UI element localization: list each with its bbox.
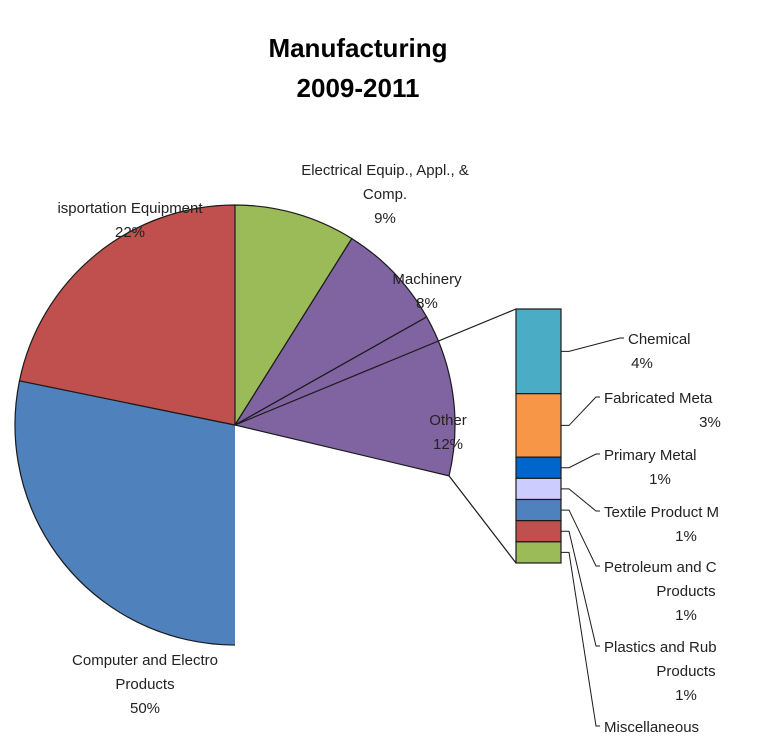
pie-label-computer-and-electro-products-line: 50% (130, 700, 160, 717)
bar-label-petroleum-and-c-products-leader (561, 509, 600, 567)
bar-label-petroleum-and-c-products-line: Products (656, 583, 715, 600)
bar-segment-plastics-and-rub-products (515, 520, 562, 543)
labels: Computer and Electro Products 50% isportati… (57, 162, 720, 736)
bar-segment-textile-product-m (515, 477, 562, 501)
pie-slice-electrical-equip-appl-comp (234, 204, 353, 428)
bar-label-textile-product-m: Textile Product M 1% (604, 504, 719, 545)
pie-label-computer-and-electro-products: Computer and Electro Products 50% (72, 652, 218, 717)
pie-label-electrical-equip-appl-comp: Electrical Equip., Appl., & Comp. 9% (301, 162, 469, 227)
pie-label-computer-and-electro-products-line: Products (115, 676, 174, 693)
bar-label-primary-metal: Primary Metal 1% (604, 447, 697, 488)
other-breakdown-bar (234, 308, 562, 564)
bar-label-primary-metal-leader (561, 453, 600, 469)
bar-label-petroleum-and-c-products: Petroleum and C Products 1% (604, 559, 717, 624)
bar-label-textile-product-m-percent: 1% (675, 528, 697, 545)
bar-label-fabricated-meta: Fabricated Meta 3% (604, 390, 721, 431)
bar-segment-primary-metal (515, 456, 562, 479)
bar-label-plastics-and-rub-products-leader (561, 530, 600, 647)
pie-slice-machinery (234, 237, 428, 426)
bar-label-chemical-line: Chemical (628, 331, 691, 348)
bar-label-plastics-and-rub-products-line: Products (656, 663, 715, 680)
bar-label-primary-metal-line: Primary Metal (604, 447, 697, 464)
pie (14, 204, 456, 646)
bar-label-chemical-leader (561, 337, 624, 352)
pie-label-other: Other 12% (429, 412, 467, 453)
connector-line-top (234, 308, 517, 426)
pie-label-machinery: Machinery 8% (392, 271, 462, 312)
pie-label-electrical-equip-appl-comp-line: Comp. (363, 186, 407, 203)
pie-label-electrical-equip-appl-comp-line: Electrical Equip., Appl., & (301, 162, 469, 179)
chart-title-line-2: 2009-2011 (297, 73, 420, 103)
bar-label-textile-product-m-leader (561, 488, 600, 512)
bar-label-miscellaneous-leader (561, 551, 600, 727)
pie-label-transportation-equipment-line: 22% (115, 224, 145, 241)
chart-title-line-1: Manufacturing (268, 33, 447, 63)
bar-label-miscellaneous: Miscellaneous (604, 719, 699, 736)
bar-segment-miscellaneous (515, 541, 562, 564)
bar-label-fabricated-meta-percent: 3% (699, 414, 721, 431)
pie-label-machinery-line: Machinery (392, 271, 462, 288)
pie-label-transportation-equipment-line: isportation Equipment (57, 200, 203, 217)
pie-label-electrical-equip-appl-comp-line: 9% (374, 210, 396, 227)
bar-label-petroleum-and-c-products-line: Petroleum and C (604, 559, 717, 576)
pie-label-other-line: Other (429, 412, 467, 429)
bar-label-chemical: Chemical 4% (628, 331, 691, 372)
bar-label-textile-product-m-line: Textile Product M (604, 504, 719, 521)
bar-label-chemical-percent: 4% (631, 355, 653, 372)
pie-label-machinery-line: 8% (416, 295, 438, 312)
pie-slice-computer-and-electro-products (14, 380, 235, 646)
bar-label-plastics-and-rub-products-line: Plastics and Rub (604, 639, 717, 656)
pie-label-transportation-equipment: isportation Equipment 22% (57, 200, 203, 241)
pie-label-computer-and-electro-products-line: Computer and Electro (72, 652, 218, 669)
bar-segment-petroleum-and-c-products (515, 498, 562, 522)
bar-label-fabricated-meta-leader (561, 396, 600, 426)
bar-label-fabricated-meta-line: Fabricated Meta (604, 390, 713, 407)
pie-slice-transportation-equipment (18, 204, 235, 426)
bar-label-primary-metal-percent: 1% (649, 471, 671, 488)
bar-segment-chemical (515, 308, 562, 395)
connector-line-bottom (448, 475, 517, 564)
bar-label-plastics-and-rub-products: Plastics and Rub Products 1% (604, 639, 717, 704)
bar-label-miscellaneous-line: Miscellaneous (604, 719, 699, 736)
bar-label-petroleum-and-c-products-percent: 1% (675, 607, 697, 624)
bar-segment-fabricated-meta (515, 393, 562, 458)
bar-label-plastics-and-rub-products-percent: 1% (675, 687, 697, 704)
pie-label-other-line: 12% (433, 436, 463, 453)
